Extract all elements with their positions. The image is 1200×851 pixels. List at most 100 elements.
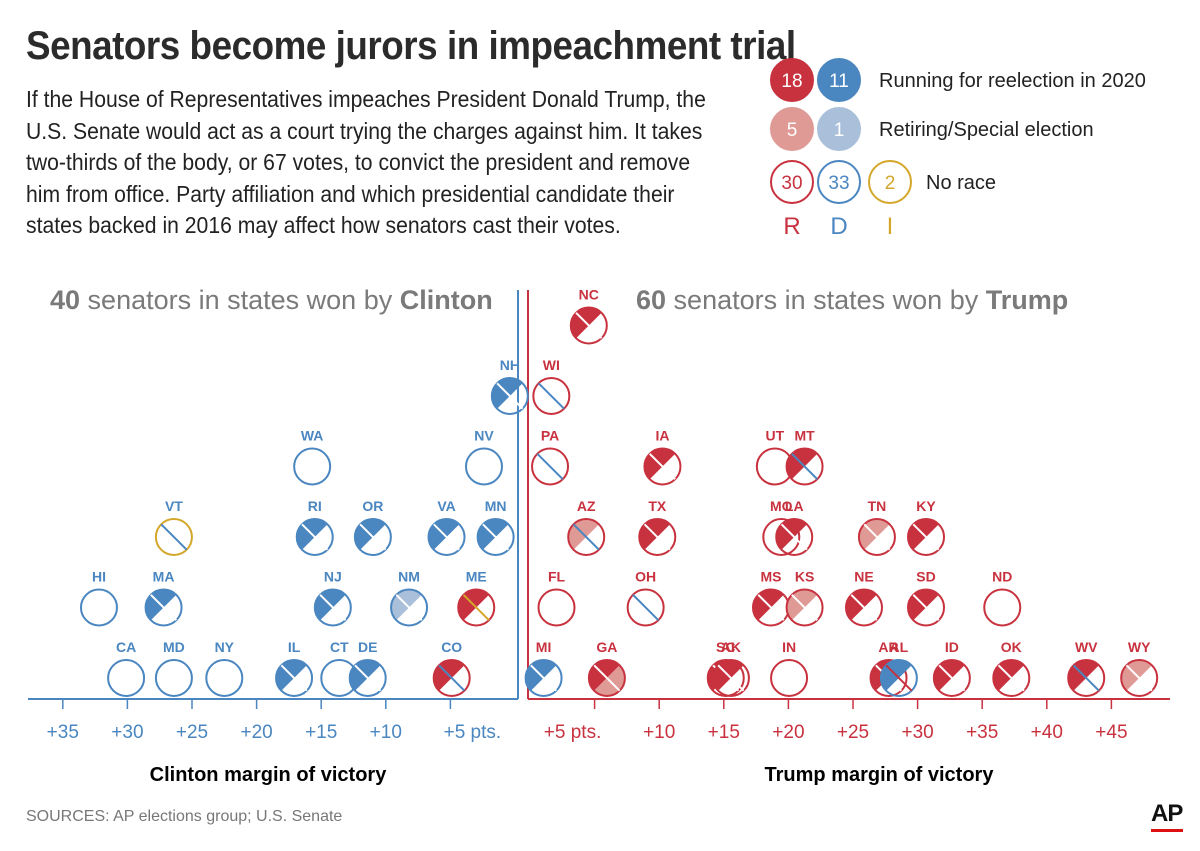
clinton-tick-label: +25 xyxy=(176,722,208,743)
state-divider xyxy=(863,523,891,551)
clinton-tick-label: +20 xyxy=(240,722,272,743)
state-outline xyxy=(275,659,314,697)
state-outline xyxy=(785,447,824,486)
state-label: WY xyxy=(1128,639,1151,655)
state-outline xyxy=(144,588,183,627)
state-label: GA xyxy=(596,639,617,655)
trump-tick-label: +25 xyxy=(837,722,869,743)
ap-logo: AP xyxy=(1151,800,1183,827)
state-oh: OH xyxy=(626,569,665,627)
state-or: OR xyxy=(353,498,392,556)
state-label: CT xyxy=(330,639,349,655)
state-label: AL xyxy=(890,639,909,655)
state-md: MD xyxy=(154,639,193,697)
state-outline xyxy=(992,659,1031,697)
state-ms: MS xyxy=(751,569,790,627)
state-label: CO xyxy=(441,639,462,655)
state-divider xyxy=(632,594,660,621)
trump-tick-label: +20 xyxy=(772,722,804,743)
state-outline xyxy=(79,588,118,627)
clinton-tick-label: +10 xyxy=(370,722,402,743)
clinton-axis-title: Clinton margin of victory xyxy=(150,764,388,786)
state-wv: WV xyxy=(1067,639,1106,697)
state-divider xyxy=(433,523,460,551)
state-ri: RI xyxy=(295,498,334,556)
axes: +35 +30 +25 +20 +15 +10 +5 pts. +5 pts. +10 +15 +2… xyxy=(28,290,1170,743)
state-label: MT xyxy=(794,428,815,444)
state-divider xyxy=(462,594,490,621)
state-ma: MA xyxy=(144,569,183,627)
state-divider xyxy=(301,523,329,551)
state-outline xyxy=(390,588,429,627)
state-label: CA xyxy=(116,639,136,655)
state-outline xyxy=(1067,659,1106,697)
state-label: NV xyxy=(474,428,494,444)
state-divider xyxy=(850,594,878,621)
clinton-count: 40 xyxy=(50,285,80,315)
state-divider xyxy=(280,664,308,692)
trump-header-text: senators in states won by xyxy=(666,285,986,315)
state-label: VA xyxy=(437,498,455,514)
state-nc: NC xyxy=(569,287,608,345)
state-outline xyxy=(313,588,352,627)
state-outline xyxy=(775,518,814,556)
state-outline xyxy=(531,447,570,486)
trump-name: Trump xyxy=(986,285,1069,315)
legend-marker: 18 xyxy=(770,58,814,102)
state-label: WA xyxy=(301,428,324,444)
state-divider xyxy=(780,523,808,551)
state-ok: OK xyxy=(992,639,1031,697)
legend-marker: 30 xyxy=(770,160,814,204)
state-tx: TX xyxy=(638,498,677,556)
state-label: SD xyxy=(916,569,935,585)
state-outline xyxy=(587,659,626,697)
state-divider xyxy=(537,382,565,410)
legend-count: 2 xyxy=(885,173,896,194)
state-divider xyxy=(757,594,785,621)
state-label: NH xyxy=(500,357,520,373)
state-me: ME xyxy=(457,569,496,627)
trump-tick-label: +30 xyxy=(901,722,933,743)
state-outline xyxy=(770,659,809,697)
state-ks: KS xyxy=(785,569,824,627)
legend-marker: 1 xyxy=(817,107,861,151)
state-id: ID xyxy=(932,639,971,697)
state-wi: WI xyxy=(532,357,571,415)
state-label: TX xyxy=(648,498,667,514)
page-title: Senators become jurors in impeachment tr… xyxy=(26,24,796,68)
state-divider xyxy=(482,523,510,551)
state-hi: HI xyxy=(79,569,118,627)
state-la: LA xyxy=(775,498,814,556)
state-label: VT xyxy=(165,498,183,514)
state-outline xyxy=(490,377,529,415)
state-outline xyxy=(785,588,824,627)
state-mi: MI xyxy=(524,639,563,697)
state-outline xyxy=(464,447,503,486)
state-label: MN xyxy=(485,498,507,514)
state-outline xyxy=(348,659,387,697)
state-label: MS xyxy=(760,569,781,585)
legend-marker: 2 xyxy=(868,160,912,204)
legend-marker: 11 xyxy=(817,58,861,102)
clinton-name: Clinton xyxy=(400,285,493,315)
state-divider xyxy=(572,523,600,551)
state-wy: WY xyxy=(1120,639,1159,697)
state-label: IL xyxy=(288,639,301,655)
trump-tick-label: +5 pts. xyxy=(544,722,602,743)
state-label: HI xyxy=(92,569,106,585)
state-markers: CA MD NY IL CT DE CO HI MA NJ NM ME VT RI OR VA MN WA NV NH… xyxy=(79,287,1159,697)
state-outline xyxy=(879,659,918,697)
legend-marker: 33 xyxy=(817,160,861,204)
clinton-header-text: senators in states won by xyxy=(80,285,400,315)
state-nd: ND xyxy=(983,569,1022,627)
trump-axis-title: Trump margin of victory xyxy=(765,764,995,786)
state-label: FL xyxy=(548,569,566,585)
clinton-header: 40 senators in states won by Clinton xyxy=(50,285,493,315)
state-divider xyxy=(717,664,745,692)
state-outline xyxy=(295,518,334,556)
state-outline xyxy=(869,659,908,697)
state-outline xyxy=(524,659,563,697)
state-outline xyxy=(626,588,665,627)
state-outline xyxy=(205,659,244,697)
